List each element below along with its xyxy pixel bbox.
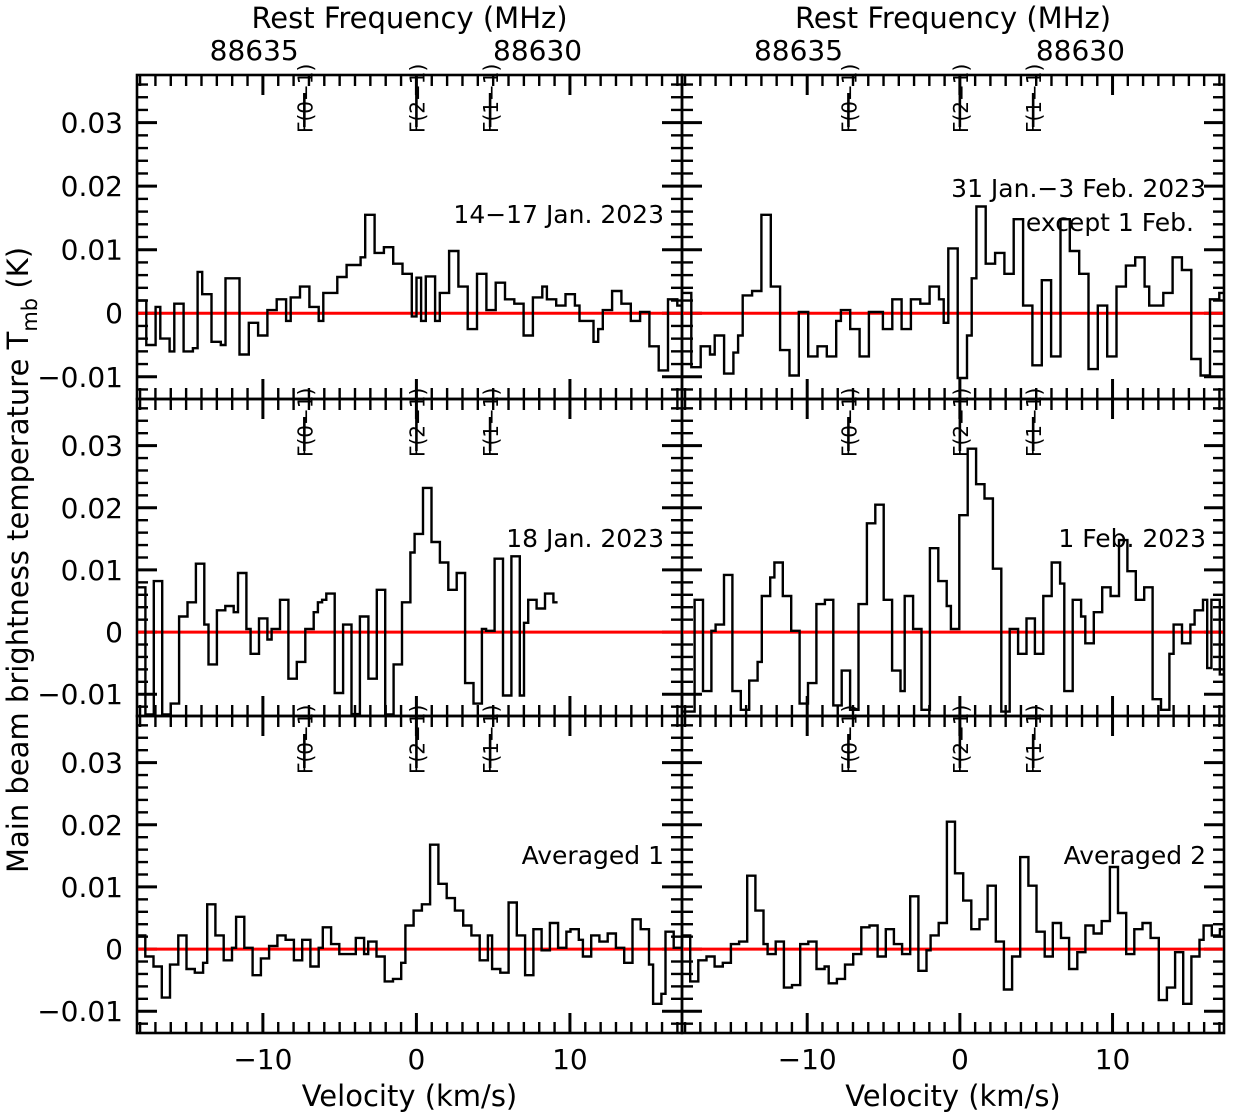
hyperfine-label: F(1−1) bbox=[479, 705, 503, 774]
hyperfine-label: F(1−1) bbox=[1022, 64, 1046, 133]
hyperfine-label: F(0−1) bbox=[837, 64, 861, 133]
panel-label: 18 Jan. 2023 bbox=[506, 524, 664, 553]
svg-text:Main beam brightness temperatu: Main beam brightness temperature Tmb (K) bbox=[1, 247, 42, 873]
y-axis-title-unit: (K) bbox=[1, 247, 35, 298]
hyperfine-marker: F(2−1) bbox=[949, 705, 973, 774]
y-tick-label: −0.01 bbox=[37, 361, 123, 394]
panel-bot-left: F(0−1) F(2−1) F(1−1) Averaged 1 bbox=[135, 705, 684, 1035]
hyperfine-label: F(2−1) bbox=[405, 705, 429, 774]
hyperfine-marker: F(1−1) bbox=[479, 705, 503, 774]
y-tick-label: 0 bbox=[105, 616, 123, 649]
y-tick-label: −0.01 bbox=[37, 678, 123, 711]
hyperfine-marker: F(1−1) bbox=[1022, 388, 1046, 457]
y-tick-label: 0.02 bbox=[61, 492, 123, 525]
hyperfine-marker: F(1−1) bbox=[479, 64, 503, 133]
hyperfine-label: F(0−1) bbox=[293, 64, 317, 133]
hyperfine-marker: F(1−1) bbox=[1022, 705, 1046, 774]
y-tick-label: 0 bbox=[105, 933, 123, 966]
panel-top-right: F(0−1) F(2−1) F(1−1) 31 Jan.−3 Feb. 2023 exc… bbox=[680, 64, 1226, 401]
x-axis-title: Velocity (km/s) bbox=[845, 1079, 1061, 1113]
hyperfine-label: F(0−1) bbox=[837, 388, 861, 457]
hyperfine-label: F(2−1) bbox=[405, 388, 429, 457]
x-tick-label: −10 bbox=[778, 1043, 837, 1076]
top-axis-title: Rest Frequency (MHz) bbox=[251, 1, 567, 35]
hyperfine-marker: F(1−1) bbox=[479, 388, 503, 457]
y-axis-title-sub: mb bbox=[18, 298, 42, 332]
y-tick-label: 0.01 bbox=[61, 554, 123, 587]
hyperfine-marker: F(0−1) bbox=[837, 388, 861, 457]
hyperfine-marker: F(2−1) bbox=[949, 64, 973, 133]
freq-tick-label: 88635 bbox=[754, 34, 843, 67]
hyperfine-label: F(1−1) bbox=[1022, 705, 1046, 774]
x-tick-label: 0 bbox=[951, 1043, 969, 1076]
x-tick-label: 0 bbox=[407, 1043, 425, 1076]
y-tick-label: 0.03 bbox=[61, 747, 123, 780]
hyperfine-marker: F(2−1) bbox=[405, 64, 429, 133]
x-axis-title: Velocity (km/s) bbox=[302, 1079, 518, 1113]
hyperfine-marker: F(2−1) bbox=[405, 705, 429, 774]
panel-mid-left: F(0−1) F(2−1) F(1−1) 18 Jan. 2023 bbox=[135, 388, 684, 718]
x-tick-label: 10 bbox=[1095, 1043, 1131, 1076]
panel-label-2: except 1 Feb. bbox=[1026, 208, 1194, 237]
hyperfine-marker: F(0−1) bbox=[293, 388, 317, 457]
hyperfine-marker: F(0−1) bbox=[837, 705, 861, 774]
y-axis-title: Main beam brightness temperature Tmb (K) bbox=[1, 247, 42, 873]
hyperfine-marker: F(0−1) bbox=[837, 64, 861, 133]
hyperfine-marker: F(0−1) bbox=[293, 705, 317, 774]
hyperfine-marker: F(2−1) bbox=[405, 388, 429, 457]
y-tick-label: 0.03 bbox=[61, 107, 123, 140]
hyperfine-marker: F(1−1) bbox=[1022, 64, 1046, 133]
y-axis-title-main: Main beam brightness temperature T bbox=[1, 331, 35, 873]
freq-tick-label: 88630 bbox=[493, 34, 582, 67]
spectrum-trace bbox=[682, 447, 1224, 713]
panel-label: 31 Jan.−3 Feb. 2023 bbox=[951, 174, 1206, 203]
spectrum-trace bbox=[137, 213, 682, 372]
panel-label: 1 Feb. 2023 bbox=[1058, 524, 1206, 553]
y-tick-label: 0.02 bbox=[61, 170, 123, 203]
hyperfine-label: F(0−1) bbox=[293, 705, 317, 774]
hyperfine-label: F(0−1) bbox=[837, 705, 861, 774]
hyperfine-label: F(1−1) bbox=[479, 64, 503, 133]
hyperfine-label: F(0−1) bbox=[293, 388, 317, 457]
hyperfine-label: F(2−1) bbox=[949, 64, 973, 133]
panel-label: Averaged 2 bbox=[1064, 841, 1206, 870]
y-tick-label: 0.02 bbox=[61, 809, 123, 842]
x-tick-label: −10 bbox=[233, 1043, 292, 1076]
freq-tick-label: 88630 bbox=[1036, 34, 1125, 67]
spectrum-trace bbox=[137, 843, 682, 1005]
spectrum-trace bbox=[682, 205, 1224, 380]
x-tick-label: 10 bbox=[552, 1043, 588, 1076]
freq-tick-label: 88635 bbox=[210, 34, 299, 67]
y-tick-label: 0.01 bbox=[61, 234, 123, 267]
panel-top-left: F(0−1) F(2−1) F(1−1) 14−17 Jan. 2023 bbox=[135, 64, 684, 401]
hyperfine-label: F(2−1) bbox=[949, 388, 973, 457]
spectrum-trace bbox=[137, 486, 558, 716]
spectrum-trace bbox=[682, 820, 1224, 1005]
y-tick-label: −0.01 bbox=[37, 995, 123, 1028]
panel-label: 14−17 Jan. 2023 bbox=[453, 200, 664, 229]
top-axis-title: Rest Frequency (MHz) bbox=[795, 1, 1111, 35]
y-tick-label: 0.01 bbox=[61, 871, 123, 904]
hyperfine-marker: F(0−1) bbox=[293, 64, 317, 133]
hyperfine-label: F(1−1) bbox=[1022, 388, 1046, 457]
hyperfine-label: F(2−1) bbox=[949, 705, 973, 774]
y-tick-label: 0.03 bbox=[61, 430, 123, 463]
panel-label: Averaged 1 bbox=[522, 841, 664, 870]
panel-mid-right: F(0−1) F(2−1) F(1−1) 1 Feb. 2023 bbox=[680, 388, 1226, 718]
hyperfine-label: F(2−1) bbox=[405, 64, 429, 133]
y-tick-label: 0 bbox=[105, 297, 123, 330]
hyperfine-label: F(1−1) bbox=[479, 388, 503, 457]
hyperfine-marker: F(2−1) bbox=[949, 388, 973, 457]
panel-bot-right: F(0−1) F(2−1) F(1−1) Averaged 2 bbox=[680, 705, 1226, 1035]
